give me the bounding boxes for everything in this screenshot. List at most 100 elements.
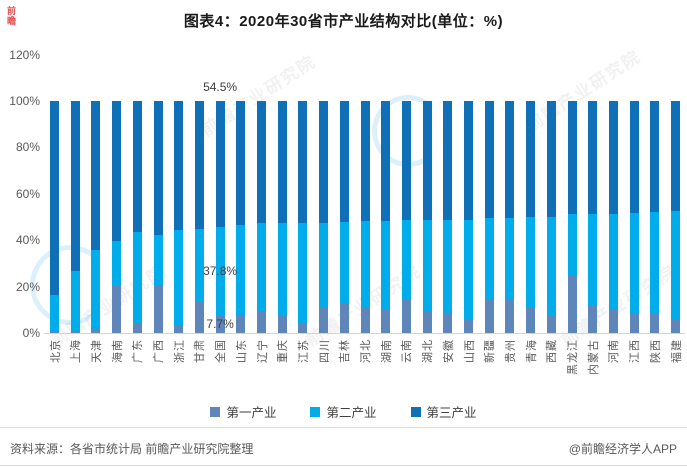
y-tick-label: 80% — [15, 140, 40, 155]
bar-segment-第一产业 — [257, 312, 266, 333]
bar-segment-第二产业 — [671, 211, 680, 319]
legend-swatch-icon — [410, 406, 421, 417]
bar-segment-第二产业 — [153, 234, 163, 285]
bar-segment-第二产业 — [588, 213, 598, 306]
bar-segment-第一产业 — [526, 307, 536, 333]
x-tick-label: 山东 — [235, 339, 248, 363]
bar-segment-第一产业 — [319, 306, 329, 333]
x-tick-label: 辽宁 — [256, 339, 269, 363]
bar-segment-第一产业 — [132, 323, 142, 333]
legend-item: 第一产业 — [210, 402, 276, 421]
bar-segment-第三产业 — [422, 101, 432, 221]
bar-segment-第一产业 — [360, 308, 370, 333]
watermark-logo-icon — [30, 245, 110, 325]
legend-swatch-icon — [210, 406, 221, 417]
bar-segment-第二产业 — [422, 220, 432, 311]
bar-segment-第二产业 — [298, 222, 308, 323]
x-tick-label: 江西 — [629, 339, 642, 363]
bar-segment-第三产业 — [484, 101, 494, 218]
bar-segment-第二产业 — [443, 220, 453, 314]
bar-segment-第三产业 — [298, 101, 308, 223]
bar-segment-第二产业 — [381, 221, 391, 310]
bar-segment-第一产业 — [484, 299, 494, 333]
x-tick-label: 广西 — [153, 339, 165, 363]
bar-segment-第一产业 — [401, 298, 411, 333]
bar-segment-第二产业 — [50, 295, 59, 333]
x-tick-label: 青海 — [525, 339, 538, 363]
x-tick-label: 山西 — [463, 339, 476, 363]
source-note: 资料来源：各省市统计局 前瞻产业研究院整理 — [10, 442, 254, 456]
bar-segment-第二产业 — [174, 230, 184, 326]
bar-segment-第一产业 — [422, 310, 432, 333]
bar-segment-第一产业 — [112, 285, 122, 333]
credit-note: @前瞻经济学人APP — [568, 442, 677, 456]
bar-segment-第三产业 — [91, 101, 101, 251]
x-tick-label: 新疆 — [484, 339, 497, 363]
bar-segment-第三产业 — [174, 101, 184, 231]
data-label: 37.8% — [203, 264, 238, 279]
bar-segment-第二产业 — [70, 270, 80, 333]
bar-segment-第三产业 — [339, 101, 349, 223]
bar-segment-第三产业 — [401, 101, 411, 221]
legend-item: 第二产业 — [310, 402, 377, 421]
bar-segment-第三产业 — [650, 101, 660, 213]
bar-segment-第三产业 — [546, 101, 556, 217]
legend-label: 第一产业 — [226, 406, 277, 420]
bar-segment-第三产业 — [215, 101, 225, 228]
bar-segment-第二产业 — [132, 232, 142, 324]
bar-segment-第二产业 — [608, 213, 618, 311]
bar-segment-第一产业 — [650, 312, 660, 333]
bar-segment-第二产业 — [484, 217, 494, 300]
legend-label: 第三产业 — [426, 406, 477, 420]
bar-segment-第二产业 — [650, 212, 660, 313]
bar-segment-第一产业 — [443, 313, 453, 333]
bar-segment-第三产业 — [464, 101, 473, 220]
bar-segment-第二产业 — [277, 223, 287, 317]
x-tick-label: 浙江 — [173, 339, 186, 363]
bar-segment-第二产业 — [236, 225, 246, 317]
chart-title: 图表4：2020年30省市产业结构对比(单位：%) — [183, 13, 504, 30]
bar-segment-第二产业 — [401, 220, 411, 299]
bar-segment-第一产业 — [215, 315, 225, 333]
y-tick-label: 0% — [22, 326, 40, 340]
bar-segment-第一产业 — [671, 318, 680, 333]
x-tick-label: 河北 — [360, 339, 372, 363]
bar-segment-第三产业 — [629, 101, 639, 213]
bar-segment-第二产业 — [215, 227, 225, 316]
x-tick-label: 吉林 — [339, 339, 352, 363]
bar-segment-第一产业 — [464, 320, 473, 333]
legend-item: 第三产业 — [410, 402, 477, 421]
x-tick-label: 西藏 — [546, 339, 559, 363]
legend: 第一产业 第二产业 第三产业 — [0, 402, 687, 421]
bar-segment-第一产业 — [91, 329, 101, 333]
bar-segment-第三产业 — [236, 101, 246, 226]
legend-label: 第二产业 — [326, 406, 377, 420]
bar-segment-第二产业 — [194, 228, 204, 303]
bar-segment-第一产业 — [277, 316, 287, 333]
x-tick-label: 上海 — [70, 339, 83, 363]
bar-segment-第二产业 — [546, 216, 556, 315]
x-tick-label: 贵州 — [504, 339, 517, 363]
x-axis-line — [44, 333, 685, 334]
bar-segment-第一产业 — [153, 284, 163, 333]
x-tick-label: 福建 — [670, 339, 683, 363]
bar-segment-第三产业 — [608, 101, 618, 214]
bar-segment-第一产业 — [567, 274, 577, 333]
x-tick-label: 四川 — [318, 339, 331, 363]
x-tick-label: 海南 — [111, 339, 124, 363]
bar-segment-第三产业 — [443, 101, 453, 221]
x-tick-label: 陕西 — [649, 339, 662, 363]
x-tick-label: 湖北 — [422, 339, 435, 363]
bar-segment-第三产业 — [588, 101, 598, 214]
bar-segment-第三产业 — [112, 101, 122, 242]
bar-segment-第三产业 — [381, 101, 391, 222]
bar-segment-第二产业 — [464, 219, 473, 321]
bar-segment-第一产业 — [50, 332, 59, 333]
x-tick-label: 湖南 — [380, 339, 393, 363]
x-tick-label: 广东 — [132, 339, 145, 363]
bar-segment-第二产业 — [505, 217, 515, 300]
bar-segment-第一产业 — [174, 325, 184, 333]
brand-logo-mark: 前瞻 — [7, 6, 17, 26]
watermark-text: 前瞻产业研究院 — [522, 46, 645, 136]
